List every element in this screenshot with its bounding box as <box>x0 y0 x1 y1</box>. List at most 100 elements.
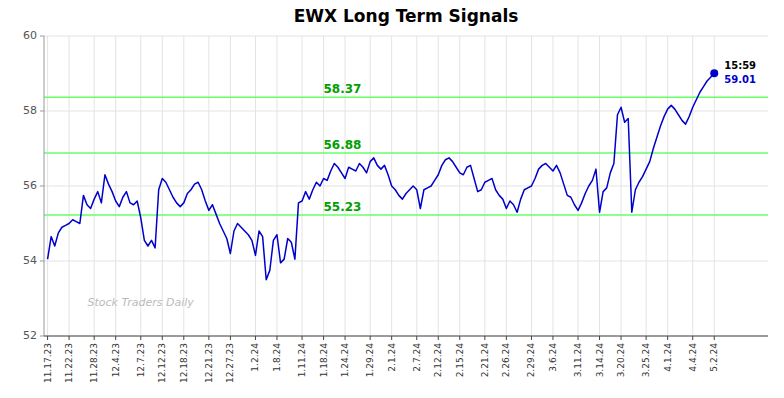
x-tick-label: 2.21.24 <box>480 343 490 378</box>
y-grid-line <box>44 111 768 112</box>
x-tick-label: 3.11.24 <box>573 343 583 378</box>
x-tick <box>302 336 303 340</box>
y-tick-label: 58 <box>23 104 37 117</box>
x-grid-line <box>323 36 324 336</box>
x-grid-line <box>94 36 95 336</box>
x-tick-label: 12.27.23 <box>225 343 235 383</box>
x-tick-label: 11.17.23 <box>43 343 53 383</box>
x-tick <box>438 336 439 340</box>
x-grid-line <box>459 36 460 336</box>
y-tick <box>40 261 44 262</box>
x-tick-label: 2.29.24 <box>526 343 536 378</box>
x-tick-label: 1.2.24 <box>250 343 260 372</box>
x-grid-line <box>714 36 715 336</box>
x-tick <box>115 336 116 340</box>
x-grid-line <box>208 36 209 336</box>
x-tick <box>667 336 668 340</box>
x-grid-line <box>162 36 163 336</box>
x-grid-line <box>506 36 507 336</box>
x-tick <box>459 336 460 340</box>
x-grid-line <box>370 36 371 336</box>
x-tick-label: 1.11.24 <box>297 343 307 378</box>
x-grid-line <box>484 36 485 336</box>
x-grid-line <box>345 36 346 336</box>
x-tick <box>255 336 256 340</box>
x-tick <box>391 336 392 340</box>
x-tick <box>599 336 600 340</box>
x-grid-line <box>115 36 116 336</box>
x-tick-label: 12.18.23 <box>179 343 189 383</box>
x-tick-label: 4.4.24 <box>688 343 698 372</box>
last-price-dot <box>710 69 718 77</box>
x-tick <box>621 336 622 340</box>
grid <box>44 36 768 336</box>
x-grid-line <box>69 36 70 336</box>
y-grid-line <box>44 186 768 187</box>
x-grid-line <box>578 36 579 336</box>
chart: Stock Traders Daily 52 54 56 58 60 11.17.23 11.… <box>0 0 784 398</box>
x-tick-label: 11.22.23 <box>64 343 74 383</box>
x-tick-label: 3.20.24 <box>616 343 626 378</box>
x-tick-label: 2.1.24 <box>387 343 397 372</box>
x-grid-line <box>667 36 668 336</box>
x-axis-line <box>44 336 768 337</box>
x-tick <box>578 336 579 340</box>
x-tick <box>552 336 553 340</box>
x-tick <box>531 336 532 340</box>
signal-line <box>44 214 768 216</box>
x-tick-label: 2.15.24 <box>455 343 465 378</box>
x-grid-line <box>230 36 231 336</box>
y-tick <box>40 111 44 112</box>
x-tick-label: 12.4.23 <box>111 343 121 377</box>
y-tick-label: 60 <box>23 29 37 42</box>
x-tick <box>69 336 70 340</box>
axes: 525456586011.17.2311.22.2311.28.2312.4.2… <box>23 29 768 383</box>
x-tick-label: 12.21.23 <box>204 343 214 383</box>
x-tick-label: 5.2.24 <box>709 343 719 372</box>
signal-line <box>44 96 768 98</box>
x-tick-label: 12.12.23 <box>157 343 167 383</box>
x-tick-label: 2.26.24 <box>501 343 511 378</box>
title: EWX Long Term Signals <box>294 6 519 26</box>
y-tick-label: 52 <box>23 329 37 342</box>
x-grid-line <box>416 36 417 336</box>
price-line <box>48 73 715 280</box>
last-price-label: 59.01 <box>724 74 756 85</box>
x-tick <box>323 336 324 340</box>
y-tick-label: 56 <box>23 179 37 192</box>
x-grid-line <box>438 36 439 336</box>
x-tick <box>345 336 346 340</box>
y-grid-line <box>44 36 768 37</box>
x-tick-label: 4.1.24 <box>663 343 673 372</box>
x-tick-label: 1.8.24 <box>272 343 282 372</box>
signal-label: 58.37 <box>324 82 362 96</box>
x-grid-line <box>646 36 647 336</box>
x-tick-label: 2.7.24 <box>412 343 422 372</box>
x-tick <box>370 336 371 340</box>
x-tick <box>183 336 184 340</box>
x-tick-label: 1.24.24 <box>340 343 350 378</box>
y-grid-line <box>44 336 768 337</box>
x-grid-line <box>599 36 600 336</box>
x-tick <box>230 336 231 340</box>
x-tick <box>646 336 647 340</box>
y-tick <box>40 336 44 337</box>
x-tick <box>506 336 507 340</box>
x-tick-label: 1.18.24 <box>319 343 329 378</box>
x-tick <box>162 336 163 340</box>
x-tick <box>416 336 417 340</box>
x-grid-line <box>140 36 141 336</box>
signal-line <box>44 152 768 154</box>
x-tick-label: 3.25.24 <box>641 343 651 378</box>
watermark: Stock Traders Daily <box>87 296 194 309</box>
chart-container: Stock Traders Daily 52 54 56 58 60 11.17.23 11.… <box>0 0 784 398</box>
x-tick-label: 3.14.24 <box>595 343 605 378</box>
x-tick <box>484 336 485 340</box>
signal-label: 56.88 <box>324 138 362 152</box>
plot-area <box>44 69 768 280</box>
x-grid-line <box>255 36 256 336</box>
y-tick-label: 54 <box>23 254 37 267</box>
y-tick <box>40 186 44 187</box>
x-tick-label: 2.12.24 <box>433 343 443 378</box>
x-tick-label: 12.7.23 <box>136 343 146 377</box>
